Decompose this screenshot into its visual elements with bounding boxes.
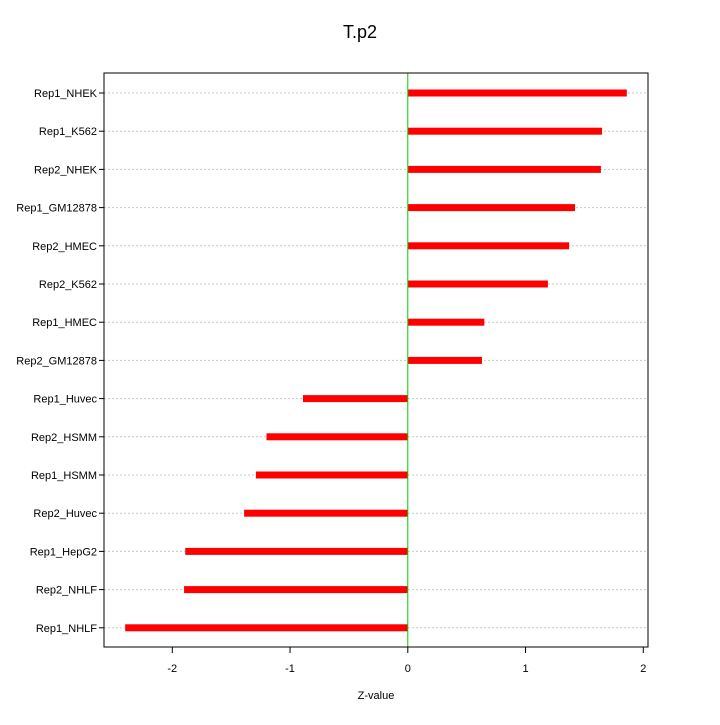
bar [244, 509, 408, 517]
y-tick-label: Rep1_Huvec [33, 394, 97, 406]
bar [184, 586, 408, 594]
y-tick-label: Rep1_GM12878 [16, 203, 97, 215]
bar [185, 547, 408, 555]
x-tick-label: -1 [285, 663, 295, 675]
x-tick-label: 0 [405, 663, 411, 675]
chart-title: T.p2 [342, 22, 378, 42]
y-tick-label: Rep1_K562 [39, 126, 97, 138]
bar [407, 280, 548, 288]
y-tick-label: Rep2_HMEC [32, 241, 97, 253]
bar [255, 471, 408, 479]
bar [407, 242, 570, 250]
x-tick-label: -2 [167, 663, 177, 675]
y-tick-label: Rep1_NHEK [34, 88, 98, 100]
x-axis-label: Z-value [357, 690, 395, 702]
x-tick-label: 1 [522, 663, 528, 675]
y-tick-label: Rep2_NHLF [36, 585, 97, 597]
bar [266, 433, 408, 441]
bar [407, 356, 482, 364]
bar [407, 165, 601, 173]
y-tick-label: Rep1_NHLF [36, 623, 97, 635]
bar [407, 89, 627, 97]
y-tick-label: Rep2_GM12878 [16, 355, 97, 367]
bar [407, 204, 575, 212]
y-tick-label: Rep2_HSMM [31, 432, 97, 444]
y-tick-label: Rep2_K562 [39, 279, 97, 291]
bar [407, 127, 603, 135]
y-tick-label: Rep1_HepG2 [30, 546, 97, 558]
y-tick-label: Rep2_Huvec [33, 508, 97, 520]
bar [302, 395, 408, 403]
y-tick-label: Rep2_NHEK [34, 164, 98, 176]
bar [125, 624, 408, 632]
x-tick-label: 2 [640, 663, 646, 675]
y-tick-label: Rep1_HSMM [31, 470, 97, 482]
bar [407, 318, 485, 326]
y-tick-label: Rep1_HMEC [32, 317, 97, 329]
